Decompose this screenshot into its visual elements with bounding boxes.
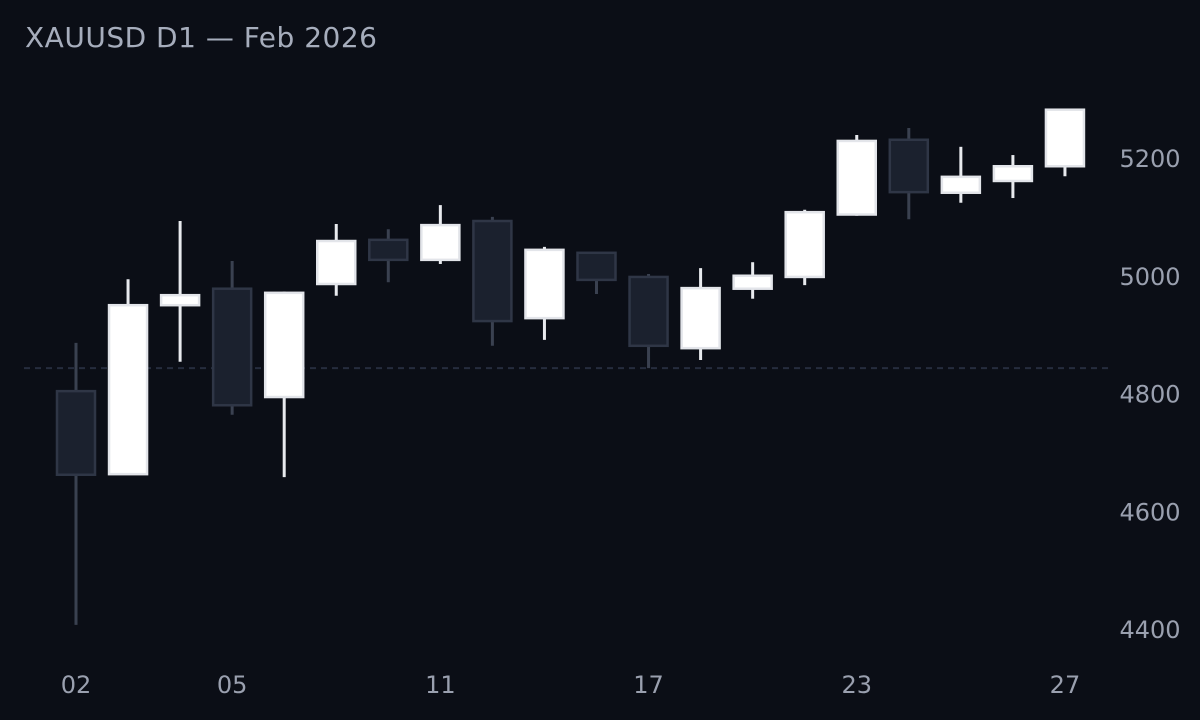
candle-body (472, 219, 513, 323)
candle-body (211, 287, 253, 407)
y-tick-label: 4400 (1119, 616, 1180, 644)
candle-body (524, 248, 565, 320)
chart-title: XAUUSD D1 — Feb 2026 (25, 21, 378, 54)
x-tick-label: 02 (61, 671, 92, 699)
candle-body (107, 303, 149, 476)
candle-body (159, 293, 201, 307)
candle-body (576, 251, 617, 282)
candle-body (1044, 108, 1086, 168)
candle-body (888, 138, 930, 194)
x-tick-label: 27 (1050, 671, 1081, 699)
x-tick-label: 17 (633, 671, 664, 699)
candle-body (784, 210, 825, 279)
x-tick-label: 23 (841, 671, 872, 699)
candle-body (992, 164, 1034, 183)
candle-body (836, 139, 877, 216)
candle-body (680, 286, 721, 350)
candle-body (628, 275, 669, 348)
candle-body (940, 175, 982, 194)
candle-body (732, 274, 773, 290)
candle-body (368, 238, 409, 262)
candle-body (55, 389, 97, 476)
candle-body (420, 223, 461, 262)
candle-body (263, 291, 305, 399)
y-tick-label: 4600 (1119, 498, 1180, 526)
x-tick-label: 11 (425, 671, 456, 699)
y-tick-label: 5200 (1119, 145, 1180, 173)
y-tick-label: 4800 (1119, 381, 1180, 409)
candle-body (316, 239, 357, 286)
y-tick-label: 5000 (1119, 263, 1180, 291)
x-tick-label: 05 (217, 671, 248, 699)
